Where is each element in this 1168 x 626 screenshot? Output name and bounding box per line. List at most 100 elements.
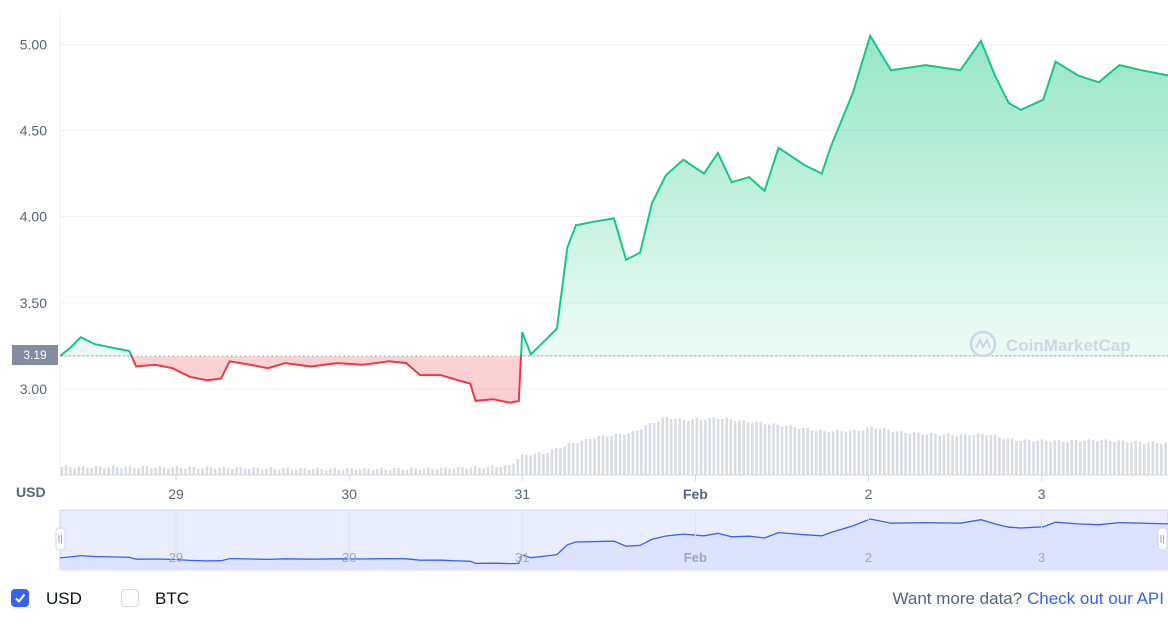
navigator-line — [59, 518, 1168, 565]
volume-bar — [431, 468, 434, 475]
volume-bar — [627, 433, 630, 475]
volume-bar — [1070, 439, 1074, 475]
volume-bar — [759, 422, 763, 475]
x-tick-label: 3 — [1038, 486, 1046, 502]
volume-bar — [669, 419, 673, 475]
volume-bar — [380, 467, 383, 475]
navigator-left-handle[interactable] — [55, 527, 66, 551]
volume-bar — [819, 429, 822, 475]
volume-bar — [179, 467, 183, 475]
x-tick-label: 30 — [341, 486, 357, 502]
volume-bar — [601, 435, 605, 475]
volume-bar — [316, 467, 319, 475]
volume-bar — [780, 426, 784, 475]
volume-bar — [695, 418, 699, 475]
volume-bar — [456, 466, 460, 475]
volume-bar — [1147, 442, 1150, 475]
x-tick-label: 29 — [168, 486, 184, 502]
volume-bar — [657, 421, 660, 475]
volume-bar — [392, 468, 396, 475]
y-tick-label: 4.00 — [20, 209, 47, 225]
x-axis: 293031Feb234 — [60, 474, 1168, 502]
volume-bar — [1155, 442, 1159, 475]
volume-bar — [473, 466, 477, 475]
volume-bar — [320, 469, 324, 475]
volume-bar — [763, 424, 767, 475]
usd-label[interactable]: USD — [46, 589, 82, 608]
volume-bar — [865, 427, 869, 475]
volume-bar — [384, 469, 388, 475]
volume-bar — [341, 469, 345, 475]
volume-bar — [1130, 442, 1133, 475]
btc-checkbox[interactable] — [121, 589, 139, 607]
volume-bar — [797, 428, 801, 475]
y-unit-label: USD — [16, 484, 46, 500]
volume-bar — [576, 443, 579, 475]
volume-bar — [623, 434, 626, 475]
navigator-right-handle[interactable] — [1157, 527, 1168, 551]
volume-bar — [938, 435, 942, 475]
volume-bar — [793, 427, 797, 475]
volume-bar — [137, 467, 140, 475]
volume-bar — [482, 468, 486, 475]
volume-bar — [499, 467, 503, 475]
volume-bar — [900, 431, 903, 475]
volume-bar — [1074, 439, 1078, 475]
range-navigator[interactable]: 293031Feb234 — [55, 509, 1168, 571]
volume-bar — [409, 467, 413, 475]
volume-bar — [307, 470, 311, 475]
btc-label[interactable]: BTC — [155, 589, 189, 608]
volume-bar — [827, 432, 831, 475]
navigator-tick-label: Feb — [684, 550, 707, 565]
volume-bar — [1057, 439, 1061, 475]
volume-bar — [192, 466, 196, 475]
volume-bar — [98, 466, 102, 475]
volume-bar — [635, 430, 639, 475]
volume-bar — [904, 433, 907, 475]
volume-bar — [507, 465, 511, 475]
volume-bar — [968, 435, 971, 475]
more-data-text: Want more data? Check out our API — [892, 589, 1164, 609]
volume-bar — [1079, 441, 1082, 475]
volume-bar — [303, 468, 307, 475]
volume-bar — [1027, 439, 1031, 475]
volume-bar — [69, 467, 72, 475]
volume-bar — [891, 431, 895, 475]
volume-bar — [529, 455, 532, 475]
volume-bar — [1010, 438, 1014, 475]
volume-bar — [171, 467, 174, 475]
volume-bar — [324, 470, 328, 475]
volume-bar — [299, 467, 302, 475]
y-tick-label: 5.00 — [20, 36, 47, 52]
volume-bar — [648, 423, 652, 475]
volume-bar — [256, 467, 260, 475]
volume-bar — [929, 433, 933, 475]
usd-checkbox[interactable] — [11, 589, 29, 607]
volume-bar — [158, 465, 162, 475]
x-tick-label: 31 — [514, 486, 530, 502]
volume-bar — [887, 429, 890, 475]
volume-bar — [606, 436, 609, 475]
volume-bar — [678, 418, 682, 475]
volume-bar — [853, 429, 856, 475]
volume-bar — [277, 469, 281, 475]
volume-bar — [1125, 442, 1129, 475]
volume-bar — [567, 443, 571, 475]
volume-bar — [77, 466, 81, 475]
volume-bar — [162, 467, 166, 475]
volume-bar — [1044, 440, 1048, 475]
volume-bar — [1083, 440, 1086, 475]
volume-bar — [388, 470, 392, 475]
navigator-tick-label: 31 — [515, 550, 529, 565]
volume-bar — [260, 469, 264, 475]
volume-bar — [533, 453, 537, 475]
volume-bar — [704, 419, 707, 475]
volume-bar — [444, 467, 447, 475]
volume-bar — [831, 431, 835, 475]
volume-bar — [150, 468, 153, 475]
volume-bar — [661, 417, 665, 475]
volume-bar — [516, 459, 520, 475]
volume-bar — [128, 465, 132, 475]
api-link[interactable]: Check out our API — [1026, 589, 1164, 608]
